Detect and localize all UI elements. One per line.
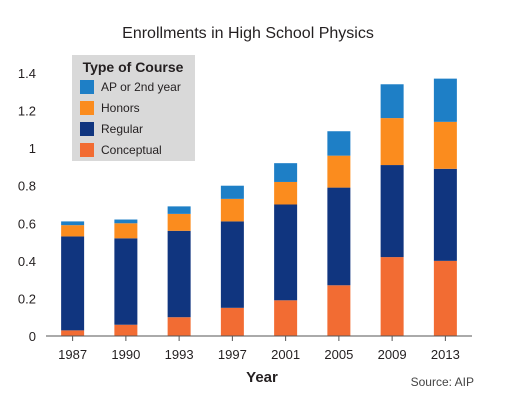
legend-swatch bbox=[80, 101, 94, 115]
bar-segment-ap-or-2nd-year-2005 bbox=[327, 131, 351, 156]
legend: Type of Course AP or 2nd year Honors Regul… bbox=[72, 55, 195, 161]
bar-segment-ap-or-2nd-year-1997 bbox=[220, 185, 244, 199]
bar-segment-conceptual-1990 bbox=[114, 324, 138, 336]
bar-segment-conceptual-2005 bbox=[327, 285, 351, 336]
bar-segment-honors-2009 bbox=[380, 118, 404, 166]
bar-segment-regular-2009 bbox=[380, 165, 404, 258]
legend-label: AP or 2nd year bbox=[101, 80, 181, 94]
y-tick-label: 1 bbox=[29, 141, 36, 156]
bar-segment-regular-1993 bbox=[167, 230, 191, 318]
y-tick-label: 0.8 bbox=[18, 179, 36, 194]
y-tick-label: 0 bbox=[29, 329, 36, 344]
y-axis-ticks: 0 0.2 0.4 0.6 0.8 1 1.2 1.4 bbox=[18, 66, 36, 344]
bar-segment-honors-1997 bbox=[220, 198, 244, 222]
legend-title: Type of Course bbox=[83, 59, 184, 75]
bar-segment-ap-or-2nd-year-1990 bbox=[114, 219, 138, 224]
source-note: Source: AIP bbox=[411, 375, 474, 389]
bar-segment-ap-or-2nd-year-2001 bbox=[274, 163, 298, 182]
bar-segment-regular-2005 bbox=[327, 187, 351, 286]
x-tick-label: 1987 bbox=[58, 347, 87, 362]
bar-segment-honors-1990 bbox=[114, 223, 138, 239]
legend-swatch bbox=[80, 122, 94, 136]
chart-title: Enrollments in High School Physics bbox=[122, 25, 374, 42]
bar-segment-regular-1997 bbox=[220, 221, 244, 308]
legend-items: AP or 2nd year Honors Regular Conceptual bbox=[80, 80, 181, 157]
bar-segment-honors-2001 bbox=[274, 181, 298, 205]
bar-segment-honors-1987 bbox=[61, 225, 85, 237]
bar-segment-honors-2013 bbox=[433, 121, 457, 169]
bar-segment-conceptual-1987 bbox=[61, 330, 85, 336]
bar-segment-conceptual-2001 bbox=[274, 300, 298, 336]
bar-segment-ap-or-2nd-year-1987 bbox=[61, 221, 85, 226]
bar-segment-ap-or-2nd-year-2009 bbox=[380, 84, 404, 119]
bar-segment-ap-or-2nd-year-2013 bbox=[433, 78, 457, 122]
x-axis-ticks: 1987 1990 1993 1997 2001 2005 2009 2013 bbox=[58, 336, 460, 362]
y-tick-label: 1.2 bbox=[18, 104, 36, 119]
bar-segment-conceptual-1997 bbox=[220, 307, 244, 336]
bar-segment-ap-or-2nd-year-1993 bbox=[167, 206, 191, 214]
bar-segment-conceptual-2013 bbox=[433, 260, 457, 336]
x-tick-label: 2001 bbox=[271, 347, 300, 362]
legend-swatch bbox=[80, 80, 94, 94]
y-tick-label: 0.6 bbox=[18, 216, 36, 231]
bar-segment-regular-2001 bbox=[274, 204, 298, 301]
bar-segment-honors-1993 bbox=[167, 213, 191, 231]
legend-label: Regular bbox=[101, 122, 143, 136]
legend-label: Conceptual bbox=[101, 143, 162, 157]
x-tick-label: 2013 bbox=[431, 347, 460, 362]
x-tick-label: 1990 bbox=[111, 347, 140, 362]
y-tick-label: 1.4 bbox=[18, 66, 36, 81]
bar-segment-regular-1990 bbox=[114, 238, 138, 325]
x-axis-title: Year bbox=[246, 369, 278, 386]
x-tick-label: 1993 bbox=[165, 347, 194, 362]
x-tick-label: 2009 bbox=[378, 347, 407, 362]
bar-segment-regular-2013 bbox=[433, 168, 457, 261]
bar-segment-conceptual-2009 bbox=[380, 257, 404, 336]
legend-swatch bbox=[80, 143, 94, 157]
bar-segment-conceptual-1993 bbox=[167, 317, 191, 336]
bar-segment-honors-2005 bbox=[327, 155, 351, 188]
bar-segment-regular-1987 bbox=[61, 236, 85, 331]
x-tick-label: 1997 bbox=[218, 347, 247, 362]
x-tick-label: 2005 bbox=[324, 347, 353, 362]
y-tick-label: 0.2 bbox=[18, 291, 36, 306]
legend-label: Honors bbox=[101, 101, 140, 115]
y-tick-label: 0.4 bbox=[18, 254, 36, 269]
bars bbox=[61, 78, 457, 336]
